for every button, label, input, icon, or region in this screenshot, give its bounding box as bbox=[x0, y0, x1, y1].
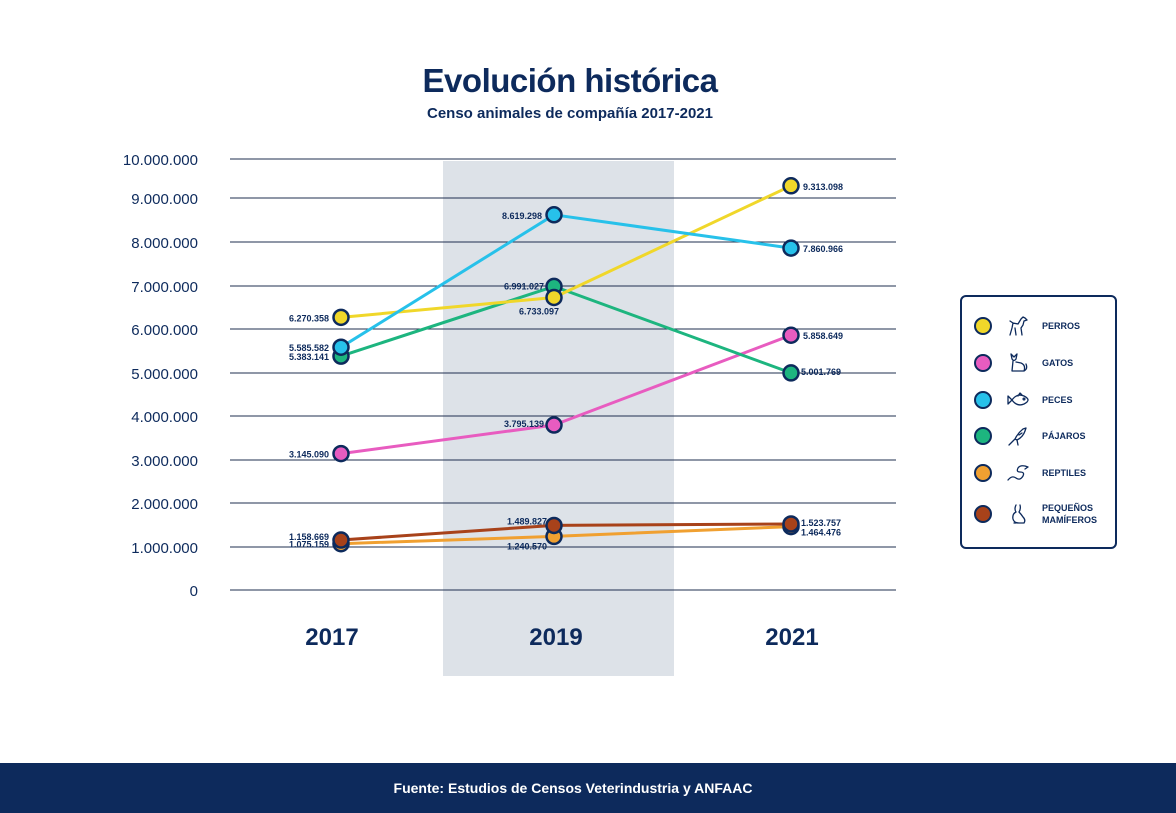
data-point-peces bbox=[782, 239, 800, 257]
data-label-pequenos: 1.158.669 bbox=[289, 532, 329, 542]
legend-item-reptiles[interactable]: REPTILES bbox=[974, 458, 1114, 488]
y-tick-label: 2.000.000 bbox=[131, 496, 198, 513]
data-label-pequenos: 1.523.757 bbox=[801, 518, 841, 528]
legend-label: REPTILES bbox=[1042, 468, 1087, 478]
data-point-perros bbox=[545, 288, 563, 307]
bird-icon bbox=[1006, 424, 1030, 448]
legend-dot bbox=[974, 464, 992, 482]
data-label-perros: 6.270.358 bbox=[289, 313, 329, 323]
x-category-label: 2021 bbox=[765, 624, 818, 651]
y-tick-label: 3.000.000 bbox=[131, 453, 198, 470]
data-point-gatos bbox=[332, 444, 350, 463]
x-category-label: 2019 bbox=[529, 624, 582, 651]
legend-dot bbox=[974, 354, 992, 372]
snake-icon bbox=[1006, 461, 1030, 485]
legend-label: GATOS bbox=[1042, 358, 1074, 368]
data-label-gatos: 5.858.649 bbox=[803, 331, 843, 341]
data-point-pequenos bbox=[545, 516, 563, 535]
x-category-label: 2017 bbox=[305, 624, 358, 651]
fish-icon bbox=[1006, 388, 1030, 412]
data-label-gatos: 3.145.090 bbox=[289, 450, 329, 460]
source-text: Fuente: Estudios de Censos Veterindustri… bbox=[393, 780, 753, 796]
rabbit-icon bbox=[1006, 502, 1030, 526]
y-tick-label: 9.000.000 bbox=[131, 191, 198, 208]
legend-item-pajaros[interactable]: PÁJAROS bbox=[974, 421, 1114, 451]
data-point-perros bbox=[332, 308, 350, 327]
y-tick-label: 7.000.000 bbox=[131, 279, 198, 296]
data-point-peces bbox=[332, 338, 350, 356]
legend: PERROS GATOS PECES PÁJAROS bbox=[960, 295, 1117, 549]
data-point-pequenos bbox=[332, 531, 350, 549]
legend-label: PEQUEÑOS MAMÍFEROS bbox=[1042, 503, 1097, 525]
cat-icon bbox=[1006, 351, 1030, 375]
data-label-pajaros: 6.991.027 bbox=[504, 281, 544, 291]
legend-dot bbox=[974, 317, 992, 335]
y-tick-label: 6.000.000 bbox=[131, 322, 198, 339]
data-label-pajaros: 5.383.141 bbox=[289, 352, 329, 362]
data-label-reptiles: 1.240.570 bbox=[507, 541, 547, 551]
chart-title: Evolución histórica bbox=[422, 62, 718, 99]
source-footer: Fuente: Estudios de Censos Veterindustri… bbox=[0, 763, 1176, 813]
y-tick-label: 5.000.000 bbox=[131, 366, 198, 383]
y-tick-label: 4.000.000 bbox=[131, 409, 198, 426]
data-label-pajaros: 5.001.769 bbox=[801, 367, 841, 377]
data-label-peces: 8.619.298 bbox=[502, 211, 542, 221]
data-label-pequenos: 1.489.827 bbox=[507, 516, 547, 526]
legend-label: PERROS bbox=[1042, 321, 1081, 331]
data-point-pequenos bbox=[782, 515, 800, 533]
legend-item-perros[interactable]: PERROS bbox=[974, 311, 1114, 341]
legend-dot bbox=[974, 391, 992, 409]
line-chart: 0 1.000.000 2.000.000 3.000.000 4.000.000 5.0… bbox=[123, 152, 896, 676]
y-tick-label: 0 bbox=[190, 583, 198, 600]
y-tick-label: 1.000.000 bbox=[131, 540, 198, 557]
legend-label: PECES bbox=[1042, 395, 1073, 405]
data-label-reptiles: 1.464.476 bbox=[801, 528, 841, 538]
legend-label: PÁJAROS bbox=[1042, 431, 1086, 441]
legend-item-gatos[interactable]: GATOS bbox=[974, 348, 1114, 378]
data-label-reptiles: 1.075.159 bbox=[289, 540, 329, 550]
legend-item-pequenos[interactable]: PEQUEÑOS MAMÍFEROS bbox=[974, 499, 1114, 529]
data-point-peces bbox=[545, 206, 563, 224]
data-label-gatos: 3.795.139 bbox=[504, 419, 544, 429]
data-label-peces: 5.585.582 bbox=[289, 343, 329, 353]
data-point-pajaros bbox=[782, 364, 800, 382]
dog-icon bbox=[1006, 314, 1030, 338]
legend-item-peces[interactable]: PECES bbox=[974, 385, 1114, 415]
chart-subtitle: Censo animales de compañía 2017-2021 bbox=[427, 105, 713, 122]
data-point-perros bbox=[782, 177, 800, 195]
data-point-gatos bbox=[782, 326, 800, 344]
y-tick-label: 8.000.000 bbox=[131, 235, 198, 252]
data-point-gatos bbox=[545, 416, 563, 434]
legend-dot bbox=[974, 505, 992, 523]
y-tick-label: 10.000.000 bbox=[123, 152, 198, 169]
legend-dot bbox=[974, 427, 992, 445]
data-label-peces: 7.860.966 bbox=[803, 244, 843, 254]
data-label-perros: 6.733.097 bbox=[519, 306, 559, 316]
data-label-perros: 9.313.098 bbox=[803, 182, 843, 192]
